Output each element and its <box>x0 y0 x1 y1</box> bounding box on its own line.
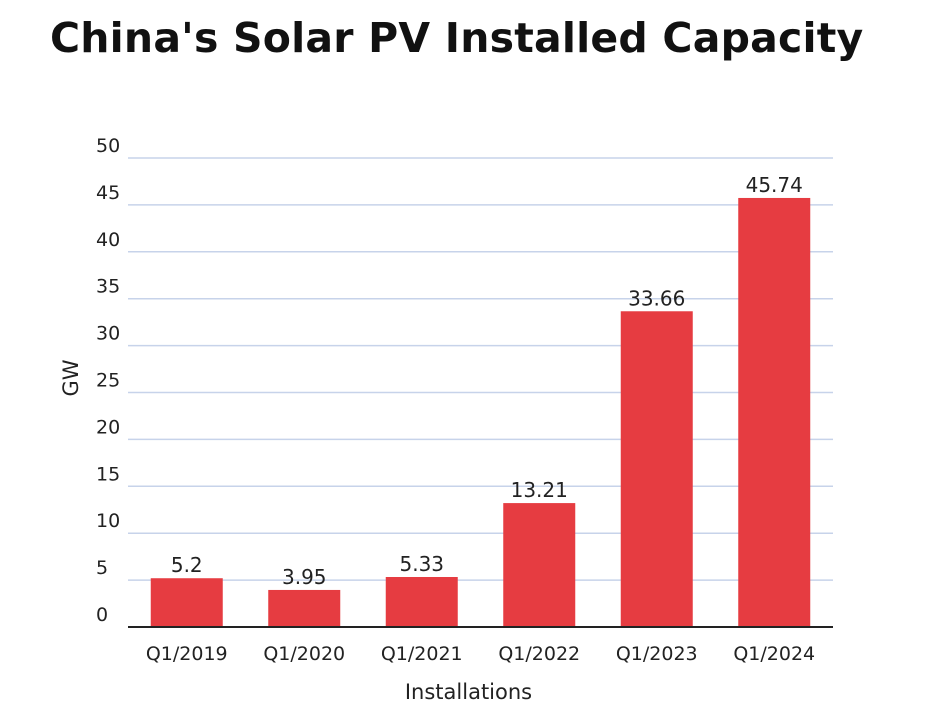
y-tick-label-0: 0 <box>96 604 108 626</box>
y-tick-label-35: 35 <box>96 276 120 298</box>
y-tick-label-10: 10 <box>96 510 120 532</box>
x-tick-label-Q1/2019: Q1/2019 <box>146 643 228 665</box>
y-axis-ticks: 0 5 10 15 20 25 30 35 40 45 50 <box>96 135 120 626</box>
data-label-Q1/2024: 45.74 <box>746 173 803 197</box>
bar-Q1/2024 <box>738 197 811 627</box>
y-tick-label-30: 30 <box>96 323 120 345</box>
bar-Q1/2021 <box>385 577 458 627</box>
y-tick-label-50: 50 <box>96 135 120 157</box>
gridlines <box>128 157 833 581</box>
bar-Q1/2019 <box>150 578 223 627</box>
y-tick-label-15: 15 <box>96 463 120 485</box>
data-label-Q1/2022: 13.21 <box>511 478 568 502</box>
data-labels: 5.2 3.95 5.33 13.21 33.66 45.74 <box>171 173 803 589</box>
x-tick-label-Q1/2024: Q1/2024 <box>733 643 815 665</box>
data-label-Q1/2023: 33.66 <box>628 286 685 310</box>
y-axis-title: GW <box>59 359 83 396</box>
x-tick-label-Q1/2020: Q1/2020 <box>263 643 345 665</box>
y-tick-label-25: 25 <box>96 370 120 392</box>
x-tick-label-Q1/2023: Q1/2023 <box>616 643 698 665</box>
data-label-Q1/2020: 3.95 <box>282 565 327 589</box>
y-tick-label-45: 45 <box>96 182 120 204</box>
x-tick-label-Q1/2021: Q1/2021 <box>381 643 463 665</box>
data-label-Q1/2021: 5.33 <box>399 552 444 576</box>
data-label-Q1/2019: 5.2 <box>171 553 203 577</box>
bar-Q1/2020 <box>268 589 341 627</box>
y-tick-label-5: 5 <box>96 557 108 579</box>
chart-title: China's Solar PV Installed Capacity <box>50 14 864 62</box>
y-tick-label-20: 20 <box>96 416 120 438</box>
bars <box>150 197 811 627</box>
bar-Q1/2022 <box>503 503 576 627</box>
x-tick-label-Q1/2022: Q1/2022 <box>498 643 580 665</box>
x-axis-ticks: Q1/2019 Q1/2020 Q1/2021 Q1/2022 Q1/2023 Q1/20… <box>146 643 815 665</box>
bar-Q1/2023 <box>620 311 693 627</box>
x-axis-title: Installations <box>405 680 532 704</box>
y-tick-label-40: 40 <box>96 229 120 251</box>
